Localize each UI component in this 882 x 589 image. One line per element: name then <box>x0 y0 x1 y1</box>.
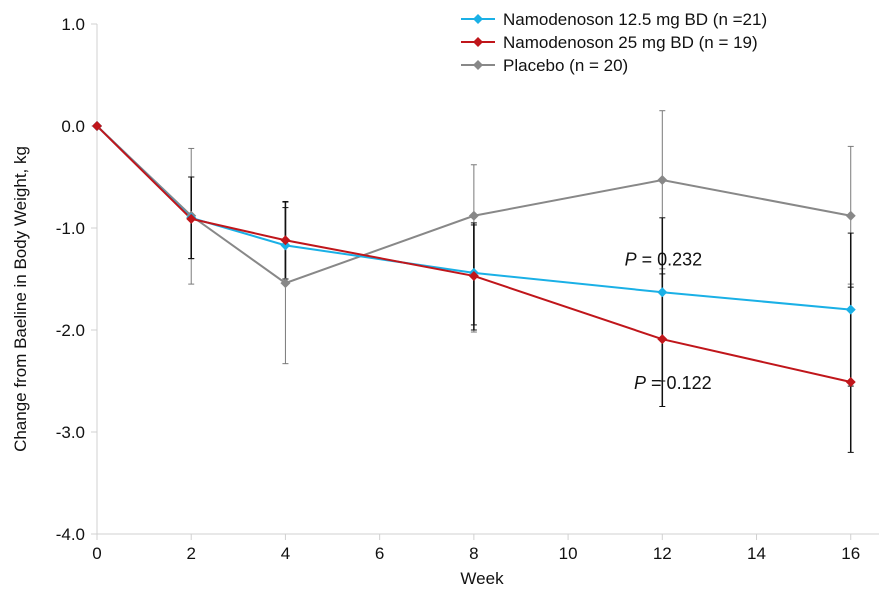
y-tick-label: -1.0 <box>56 219 85 238</box>
data-point <box>657 334 668 345</box>
data-point <box>186 213 197 224</box>
y-tick-label: -2.0 <box>56 321 85 340</box>
legend: Namodenoson 12.5 mg BD (n =21) Namodenoso… <box>461 10 767 75</box>
x-tick-label: 12 <box>653 544 672 563</box>
x-tick-label: 2 <box>186 544 195 563</box>
x-tick-label: 14 <box>747 544 766 563</box>
data-point <box>280 240 291 251</box>
legend-label: Namodenoson 25 mg BD (n = 19) <box>503 33 758 52</box>
data-point <box>468 270 479 281</box>
data-point <box>845 377 856 388</box>
x-tick-label: 8 <box>469 544 478 563</box>
y-tick-label: 1.0 <box>61 15 85 34</box>
legend-swatch-marker <box>473 60 483 70</box>
x-tick-label: 4 <box>281 544 290 563</box>
p-value-annotation: P = 0.122 <box>634 373 712 393</box>
legend-swatch-marker <box>473 14 483 24</box>
x-tick-label: 0 <box>92 544 101 563</box>
y-tick-label: -3.0 <box>56 423 85 442</box>
y-axis-title: Change from Baeline in Body Weight, kg <box>11 146 30 452</box>
legend-label: Placebo (n = 20) <box>503 56 628 75</box>
legend-label: Namodenoson 12.5 mg BD (n =21) <box>503 10 767 29</box>
data-point <box>280 235 291 246</box>
x-tick-label: 16 <box>841 544 860 563</box>
axes-group: 0 2 4 6 8 10 12 14 16 1.0 0.0 -1.0 -2.0 -3.0 -4.0 Week C… <box>11 15 879 588</box>
x-tick-label: 6 <box>375 544 384 563</box>
y-tick-label: 0.0 <box>61 117 85 136</box>
legend-swatch-marker <box>473 37 483 47</box>
data-point <box>845 210 856 221</box>
x-tick-label: 10 <box>559 544 578 563</box>
data-point <box>845 304 856 315</box>
series-line <box>96 125 851 285</box>
p-value-annotation: P = 0.232 <box>625 250 703 270</box>
series-markers-group <box>92 121 856 388</box>
data-point <box>657 287 668 298</box>
data-point <box>92 121 102 131</box>
series-line <box>96 125 851 383</box>
series-lines-group <box>96 125 851 383</box>
data-point <box>657 175 668 186</box>
data-point <box>280 278 291 289</box>
y-tick-label: -4.0 <box>56 525 85 544</box>
annotations-group: P = 0.232 P = 0.122 <box>625 250 712 393</box>
data-point <box>468 210 479 221</box>
x-axis-title: Week <box>460 569 504 588</box>
